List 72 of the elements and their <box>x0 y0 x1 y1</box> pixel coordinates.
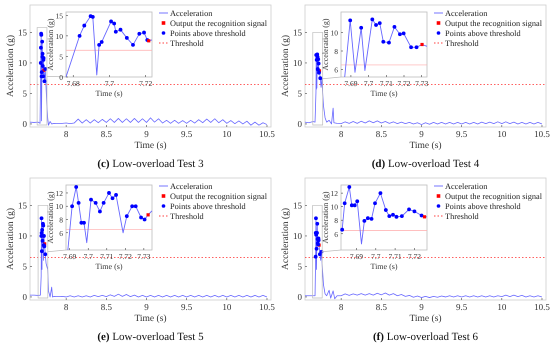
x-tick-label: 9 <box>144 302 150 312</box>
legend-label: Points above threshold <box>445 202 522 211</box>
legend-label: Acceleration <box>170 182 214 191</box>
x-tick-label: 8.5 <box>100 129 112 139</box>
x-tick-label: 10.5 <box>259 129 276 139</box>
x-axis-title: Time (s) <box>95 262 123 271</box>
x-axis-title: Time (s) <box>409 314 442 324</box>
x-tick-label: 9.5 <box>181 129 193 139</box>
y-axis-title: Acceleration (g) <box>321 191 330 244</box>
y-axis-title: Acceleration (g) <box>46 191 55 244</box>
legend-label: Acceleration <box>170 9 214 18</box>
y-tick-label: 10 <box>18 230 28 241</box>
legend-label: Points above threshold <box>170 202 246 211</box>
x-tick-label: 9.5 <box>181 302 193 312</box>
legend-label: Points above threshold <box>170 29 246 38</box>
legend-label: Threshold <box>170 39 204 48</box>
y-axis-title: Acceleration (g) <box>6 208 16 270</box>
legend-label: Threshold <box>170 212 204 221</box>
y-tick-label: 5 <box>298 88 302 98</box>
x-axis-title: Time (s) <box>134 314 167 324</box>
legend-label: Acceleration <box>445 9 488 18</box>
x-tick-label: 10 <box>497 302 507 312</box>
text: (c) Low-overload Test 3 <box>97 158 204 170</box>
y-tick-label: 15 <box>293 27 302 38</box>
x-tick-label: 10.5 <box>259 302 276 312</box>
y-tick-label: 10 <box>293 58 302 68</box>
x-axis-title: Time (s) <box>95 89 123 98</box>
x-axis-title: Time (s) <box>370 262 398 271</box>
x-tick-label: 9.5 <box>456 302 468 312</box>
x-tick-label: 8.5 <box>376 129 388 139</box>
y-tick-label: 15 <box>18 27 28 38</box>
text: (e) Low-overload Test 5 <box>97 331 204 343</box>
y-axis-title: Acceleration (g) <box>6 35 16 97</box>
x-tick-label: 9 <box>419 129 424 139</box>
y-axis-title: Acceleration (g) <box>46 18 55 71</box>
y-tick-label: 10 <box>18 58 28 68</box>
x-tick-label: 10 <box>222 129 232 139</box>
legend-label: Output the recognition signal <box>170 19 268 28</box>
legend-label: Points above threshold <box>445 29 522 38</box>
y-tick-label: 5 <box>298 261 302 272</box>
y-tick-label: 5 <box>22 261 28 272</box>
y-tick-label: 0 <box>22 292 28 302</box>
y-tick-label: 15 <box>293 200 302 210</box>
legend-label: Threshold <box>445 212 480 221</box>
y-tick-label: 5 <box>22 88 28 98</box>
x-tick-label: 9.5 <box>456 129 468 139</box>
x-tick-label: 10 <box>497 129 507 139</box>
legend-label: Threshold <box>445 39 480 48</box>
y-axis-title: Acceleration (g) <box>281 35 291 97</box>
x-axis-title: Time (s) <box>134 141 167 151</box>
x-tick-label: 10 <box>222 302 232 312</box>
x-axis-title: Time (s) <box>409 141 442 151</box>
legend-label: Output the recognition signal <box>170 192 268 201</box>
y-tick-label: 15 <box>18 200 28 210</box>
y-tick-label: 0 <box>298 118 302 129</box>
y-axis-title: Acceleration (g) <box>321 18 330 71</box>
legend-label: Output the recognition signal <box>445 192 543 201</box>
legend-label: Output the recognition signal <box>445 19 543 28</box>
x-tick-label: 9 <box>144 129 150 139</box>
x-tick-label: 8.5 <box>376 302 388 312</box>
y-axis-title: Acceleration (g) <box>281 208 291 270</box>
x-axis-title: Time (s) <box>370 89 398 98</box>
x-tick-label: 10.5 <box>534 302 550 312</box>
y-tick-label: 0 <box>22 118 28 129</box>
x-tick-label: 10.5 <box>534 129 550 139</box>
x-tick-label: 8.5 <box>100 302 112 312</box>
text: (f) Low-overload Test 6 <box>372 331 479 343</box>
x-tick-label: 9 <box>419 302 424 312</box>
y-tick-label: 10 <box>293 230 302 241</box>
legend-label: Acceleration <box>445 182 488 191</box>
y-tick-label: 0 <box>298 292 302 302</box>
text: (d) Low-overload Test 4 <box>372 158 480 170</box>
